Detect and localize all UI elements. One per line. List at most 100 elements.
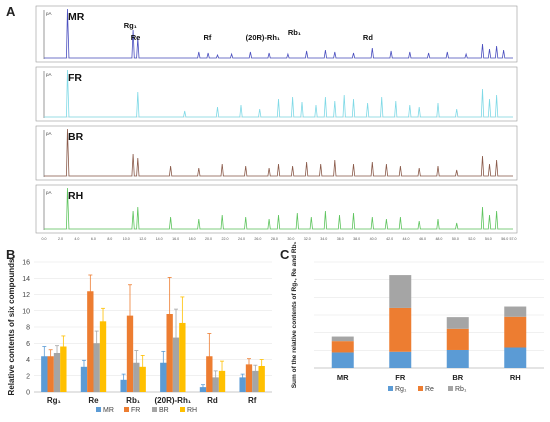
stacked-bar-rb [331,336,354,342]
bar-br [252,370,259,392]
stacked-bar-re [504,316,527,348]
bar-mr [239,377,246,392]
stacked-bar-rg [331,352,354,368]
x-tick-label: 40.0 [370,237,377,241]
x-tick-label: 26.0 [254,237,261,241]
legend-swatch [96,407,101,412]
peak-label: (20R)-Rh₁ [246,33,280,42]
x-tick-label: 10.0 [123,237,130,241]
x-tick-label: 28.0 [271,237,278,241]
stacked-bar-rg [389,351,412,368]
x-tick-label: 44.0 [403,237,410,241]
chromatogram-mr: pA MR Rg₁ Re Rf (20R)-Rh₁ Rb₁ Rd [35,5,518,63]
stacked-bar-rg [504,347,527,368]
legend-label: MR [103,407,114,414]
x-tick-label: 52.0 [468,237,475,241]
x-tick-label: 56.0 [501,237,508,241]
y-tick-label: 16 [22,260,30,267]
chromatogram-trace [44,69,513,118]
stacked-bar-rb [446,317,469,329]
bar-fr [166,314,173,392]
y-unit-label: pA [46,72,52,77]
legend-swatch [418,386,423,391]
legend-label: FR [131,407,140,414]
bar-rh [139,366,146,392]
y-unit-label: pA [46,190,52,195]
y-unit-label: pA [46,131,52,136]
bar-fr [47,356,54,392]
trace-name-label: FR [68,72,82,84]
legend-swatch [124,407,129,412]
x-tick-label: RH [510,373,521,382]
bar-rh [179,322,186,392]
x-tick-label: 42.0 [386,237,393,241]
x-tick-label: 2.0 [58,237,63,241]
panel-label-b: B [6,247,16,262]
bar-br [53,353,61,392]
x-tick-label: Re [88,396,99,405]
x-tick-label: 16.0 [172,237,179,241]
stacked-bar-rg [446,349,469,368]
x-tick-label: 20.0 [205,237,212,241]
stacked-bar-re [389,307,412,352]
legend-swatch [152,407,157,412]
legend-label: BR [159,407,169,414]
x-tick-label: 6.0 [91,237,96,241]
x-tick-label: 34.0 [320,237,327,241]
y-tick-label: 6 [26,341,30,348]
x-tick-label: 8.0 [107,237,112,241]
peak-label: Re [131,33,141,42]
x-tick-label: 48.0 [435,237,442,241]
x-tick-label: 38.0 [353,237,360,241]
legend-swatch [388,386,393,391]
trace-name-label: BR [68,131,84,143]
x-tick-label: 4.0 [74,237,79,241]
chromatogram-trace [44,187,513,230]
peak-label: Rg₁ [124,21,137,30]
y-tick-label: 14 [22,276,30,283]
chromatogram-panel: pA MR Rg₁ Re Rf (20R)-Rh₁ Rb₁ Rd pA FR pA BR pA RH 0.0… [35,5,518,241]
bar-br [212,377,219,392]
legend-label: Rb₁ [455,386,467,393]
x-tick-label: Rg₁ [47,396,62,405]
stacked-bar-rb [389,275,412,308]
x-tick-label: 46.0 [419,237,426,241]
x-tick-label: 14.0 [156,237,163,241]
legend-swatch [448,386,453,391]
bar-br [172,337,180,392]
bar-rh [218,370,226,392]
panel-label-a: A [6,4,16,19]
chromatogram-trace [44,128,513,177]
x-tick-label: 57.0 [510,237,517,241]
x-tick-label: Rf [248,396,257,405]
stacked-bar-rb [504,306,527,317]
peak-label: Rb₁ [288,28,301,37]
chromatogram-fr: pA FR [35,66,518,122]
x-tick-label: 32.0 [304,237,311,241]
chromatogram-trace [44,8,513,59]
bar-br [93,343,100,392]
bar-fr [126,315,134,392]
legend-label: Re [425,386,434,393]
x-tick-label: BR [452,373,463,382]
x-tick-label: 22.0 [222,237,229,241]
legend-label: RH [187,407,197,414]
bar-rh [258,366,265,392]
chromatogram-frame [35,5,518,63]
y-tick-label: 8 [26,325,30,332]
legend-label: Rg₁ [395,386,407,393]
x-tick-label: MR [337,373,349,382]
x-tick-label: 36.0 [337,237,344,241]
x-tick-label: Rd [207,396,218,405]
x-tick-label: 30.0 [287,237,294,241]
panel-label-c: C [280,247,290,262]
stacked-bar-re [446,328,469,350]
legend: MR FR BR RH [96,407,197,414]
chromatogram-x-axis: 0.0 2.0 4.0 6.0 8.0 10.0 12.0 14.0 16.0 18.0 20.0 2… [42,237,517,241]
y-unit-label: pA [46,11,52,16]
x-tick-label: Rb₁ [126,396,141,405]
chromatogram-frame [35,66,518,122]
chromatogram-br: pA BR [35,125,518,181]
y-axis-label: Sum of the relative contents of Rg₁, Re … [291,241,298,388]
bar-fr [245,364,253,392]
